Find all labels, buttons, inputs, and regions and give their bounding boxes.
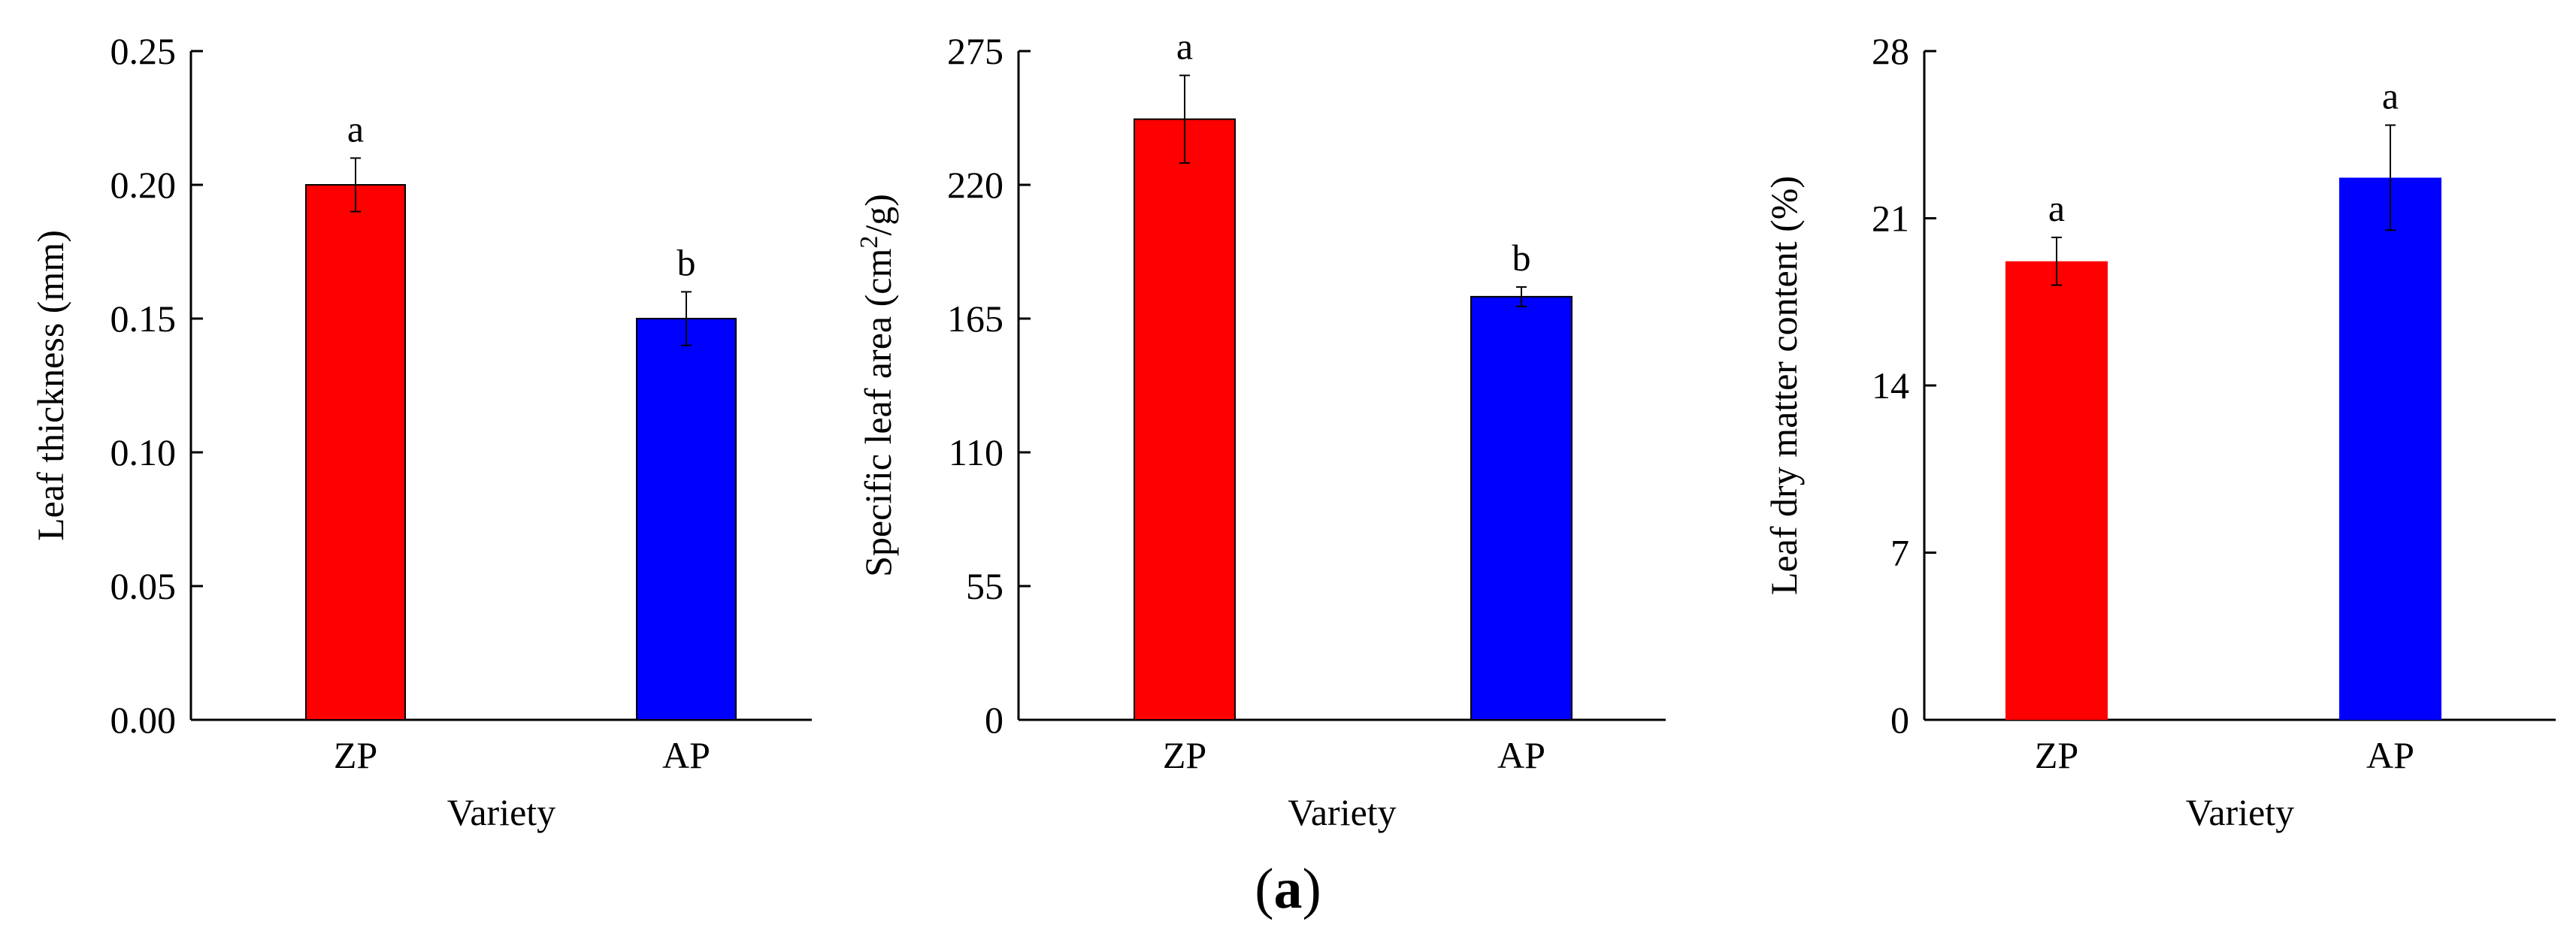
chart3-category-label: AP	[2366, 734, 2414, 776]
chart2-significance-label: b	[1512, 237, 1531, 279]
chart2-ytick-label: 165	[947, 298, 1003, 340]
chart2-bar-ap	[1470, 295, 1573, 721]
chart2-ytick-label: 55	[966, 565, 1003, 607]
chart2-significance-label: a	[1176, 25, 1193, 67]
chart2-y-axis-label: Specific leaf area (cm2/g)	[855, 194, 899, 577]
chart3-significance-label: a	[2048, 187, 2065, 229]
chart2-x-axis-label: Variety	[1288, 791, 1396, 833]
chart3-category-label: ZP	[2035, 734, 2078, 776]
chart1-ytick-label: 0.20	[110, 164, 177, 206]
chart2-category-label: AP	[1497, 734, 1545, 776]
chart2-bar-zp	[1134, 118, 1236, 721]
caption-close-paren: )	[1302, 857, 1321, 920]
chart3-ytick-label: 0	[1890, 699, 1909, 741]
chart1-ytick-label: 0.15	[110, 298, 177, 340]
chart3-x-axis-label: Variety	[2186, 791, 2294, 833]
caption-letter: a	[1273, 857, 1303, 920]
chart3-ytick-label: 28	[1872, 30, 1909, 72]
chart1-category-label: AP	[662, 734, 710, 776]
chart1-ytick-label: 0.10	[110, 431, 177, 473]
chart3-y-axis-label: Leaf dry matter content (%)	[1763, 176, 1805, 595]
chart3-bar-zp	[2005, 261, 2108, 720]
chart3-significance-label: a	[2382, 75, 2399, 117]
chart2-ytick-label: 0	[985, 699, 1003, 741]
chart1-significance-label: a	[347, 107, 364, 150]
chart1-ytick-label: 0.25	[110, 30, 177, 72]
chart2-ytick-label: 275	[947, 30, 1003, 72]
chart1-y-axis-label: Leaf thickness (mm)	[29, 230, 71, 541]
chart3-ytick-label: 7	[1890, 532, 1909, 574]
chart1-significance-label: b	[677, 241, 696, 283]
chart2-ytick-label: 110	[949, 431, 1003, 473]
chart1-bar-ap	[636, 318, 737, 721]
chart3-ytick-label: 14	[1872, 364, 1909, 406]
chart1-x-axis-label: Variety	[447, 791, 555, 833]
chart2-ytick-label: 220	[947, 164, 1003, 206]
chart1-ytick-label: 0.00	[110, 699, 177, 741]
figure-caption: (a)	[0, 857, 2576, 922]
chart1-category-label: ZP	[334, 734, 377, 776]
chart1-ytick-label: 0.05	[110, 565, 177, 607]
chart2-category-label: ZP	[1163, 734, 1206, 776]
caption-open-paren: (	[1255, 857, 1274, 920]
chart1-bar-zp	[305, 184, 406, 721]
chart3-bar-ap	[2339, 177, 2441, 720]
chart3-ytick-label: 21	[1872, 198, 1909, 240]
